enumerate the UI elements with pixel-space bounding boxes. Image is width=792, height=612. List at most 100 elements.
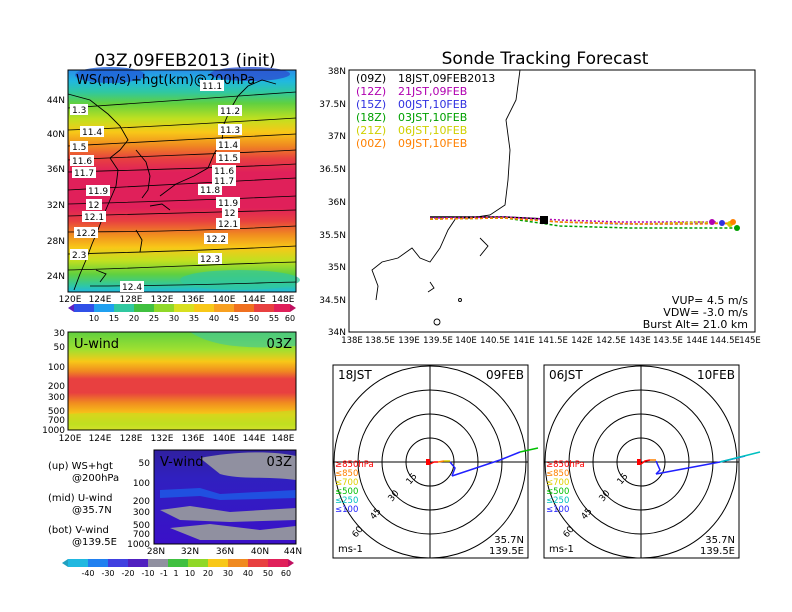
contour-label: 11.8 xyxy=(200,186,220,196)
bottom-cbar-label: -10 xyxy=(141,569,154,578)
bottom-cbar-label: -30 xyxy=(101,569,114,578)
ws-colorbar xyxy=(68,304,296,312)
v-ytick: 50 xyxy=(139,459,151,469)
track-xtick: 143E xyxy=(629,336,651,346)
track-ytick: 38N xyxy=(328,67,346,77)
track-ytick: 37N xyxy=(328,132,346,142)
v-ytick: 700 xyxy=(133,530,150,540)
contour-label: 12.3 xyxy=(200,255,220,265)
ws-cbar-label: 35 xyxy=(189,314,199,323)
bottom-cbar-label: 20 xyxy=(203,569,213,578)
u-xtick: 144E xyxy=(243,434,266,444)
contour-label: 12.2 xyxy=(206,235,226,245)
polar-right-level: ≤100 xyxy=(546,505,569,515)
note-bot2: @139.5E xyxy=(72,537,117,548)
legend-code: (18Z) xyxy=(356,111,386,124)
u-ytick: 500 xyxy=(48,407,65,417)
note-up2: @200hPa xyxy=(72,473,119,484)
track-xtick: 144E xyxy=(686,336,708,346)
track-ytick: 36N xyxy=(328,198,346,208)
contour-label: 12.2 xyxy=(76,229,96,239)
polar-left-level: ≥850hPa xyxy=(335,460,374,470)
contour-label: 12 xyxy=(88,201,99,211)
bottom-cbar-label: 10 xyxy=(185,569,195,578)
contour-label: 11.3 xyxy=(220,126,240,136)
polar-right-level: ≥850hPa xyxy=(546,460,585,470)
track-xtick: 141.5E xyxy=(538,336,568,346)
polar-right-level: ≤250 xyxy=(546,496,569,506)
bottom-cbar-label: 40 xyxy=(243,569,253,578)
note-bot1: (bot) V-wind xyxy=(48,525,109,536)
u-xtick: 132E xyxy=(151,434,174,444)
polar-left-date: 09FEB xyxy=(486,368,524,382)
u-ytick: 300 xyxy=(48,393,65,403)
v-wind-time: 03Z xyxy=(267,455,293,470)
contour-label: 11.6 xyxy=(214,167,234,177)
u-xtick: 148E xyxy=(272,434,295,444)
ws-xtick: 136E xyxy=(182,295,205,305)
bottom-colorbar xyxy=(62,559,294,567)
track-lines xyxy=(429,216,736,229)
bottom-cbar-label: 1 xyxy=(173,569,178,578)
track-xtick: 142.5E xyxy=(596,336,626,346)
ws-xtick: 144E xyxy=(243,295,266,305)
legend-text: 06JST,10FEB xyxy=(398,124,467,137)
ws-xtick: 148E xyxy=(272,295,295,305)
polar-left-level: ≤500 xyxy=(335,487,358,497)
track-ytick: 34N xyxy=(328,328,346,338)
param-vup: VUP= 4.5 m/s xyxy=(672,294,748,307)
track-xtick: 140.5E xyxy=(480,336,510,346)
polar-left-units: ms-1 xyxy=(338,544,363,555)
polar-left-loc2: 139.5E xyxy=(489,546,524,557)
polar-left-level: ≤700 xyxy=(335,478,358,488)
ws-xtick: 132E xyxy=(151,295,174,305)
contour-label: 11.4 xyxy=(82,128,102,138)
polar-right-time: 06JST xyxy=(549,368,583,382)
ws-ytick: 28N xyxy=(47,237,65,247)
coastline xyxy=(67,79,277,291)
v-ytick: 200 xyxy=(133,497,150,507)
track-00Z xyxy=(429,217,733,225)
v-ytick: 1000 xyxy=(127,540,150,550)
contour-label: 1.5 xyxy=(72,143,86,153)
ws-ytick: 32N xyxy=(47,201,65,211)
track-ytick: 35N xyxy=(328,263,346,273)
ws-panel-label: WS(m/s)+hgt(km)@200hPa xyxy=(76,73,255,88)
contour-label-group: 1.3 11.4 1.5 11.6 11.7 11.9 12 12.1 12.2… xyxy=(70,80,242,293)
u-ytick: 50 xyxy=(54,343,66,353)
legend-text: 03JST,10FEB xyxy=(398,111,467,124)
track-panel: 38N 37.5N 37N 36.5N 36N 35.5N 35N 34.5N … xyxy=(319,67,761,346)
polar-right-level: ≤500 xyxy=(546,487,569,497)
ws-xtick: 124E xyxy=(89,295,112,305)
legend-text: 21JST,09FEB xyxy=(398,85,467,98)
polar-right-level: ≤700 xyxy=(546,478,569,488)
u-xtick: 136E xyxy=(182,434,205,444)
contour-label: 11.5 xyxy=(218,154,238,164)
note-up1: (up) WS+hgt xyxy=(48,461,113,472)
contour-label: 11.9 xyxy=(88,187,108,197)
contour-label: 11.1 xyxy=(202,82,222,92)
ws-ytick: 36N xyxy=(47,165,65,175)
track-ytick: 35.5N xyxy=(319,231,346,241)
bottom-cbar-label: 60 xyxy=(281,569,291,578)
track-xtick: 141E xyxy=(513,336,535,346)
track-xtick: 139E xyxy=(398,336,420,346)
contour-label: 12.1 xyxy=(218,220,238,230)
legend-code: (00Z) xyxy=(356,137,386,150)
ws-cbar-label: 15 xyxy=(109,314,119,323)
u-wind-label: U-wind xyxy=(74,337,119,352)
track-ytick: 37.5N xyxy=(319,100,346,110)
ws-cbar-label: 30 xyxy=(169,314,179,323)
v-ytick: 300 xyxy=(133,508,150,518)
bottom-cbar-label: 50 xyxy=(263,569,273,578)
u-ytick: 1000 xyxy=(42,426,65,436)
ws-cbar-label: 25 xyxy=(149,314,159,323)
ws-cbar-label: 50 xyxy=(249,314,259,323)
track-params: VUP= 4.5 m/s VDW= -3.0 m/s Burst Alt= 21… xyxy=(643,294,749,331)
ws-cbar-label: 10 xyxy=(89,314,99,323)
contour-label: 1.3 xyxy=(72,106,86,116)
ws-xtick: 140E xyxy=(213,295,236,305)
legend-code: (09Z) xyxy=(356,72,386,85)
polar-right-level: ≤850 xyxy=(546,469,569,479)
